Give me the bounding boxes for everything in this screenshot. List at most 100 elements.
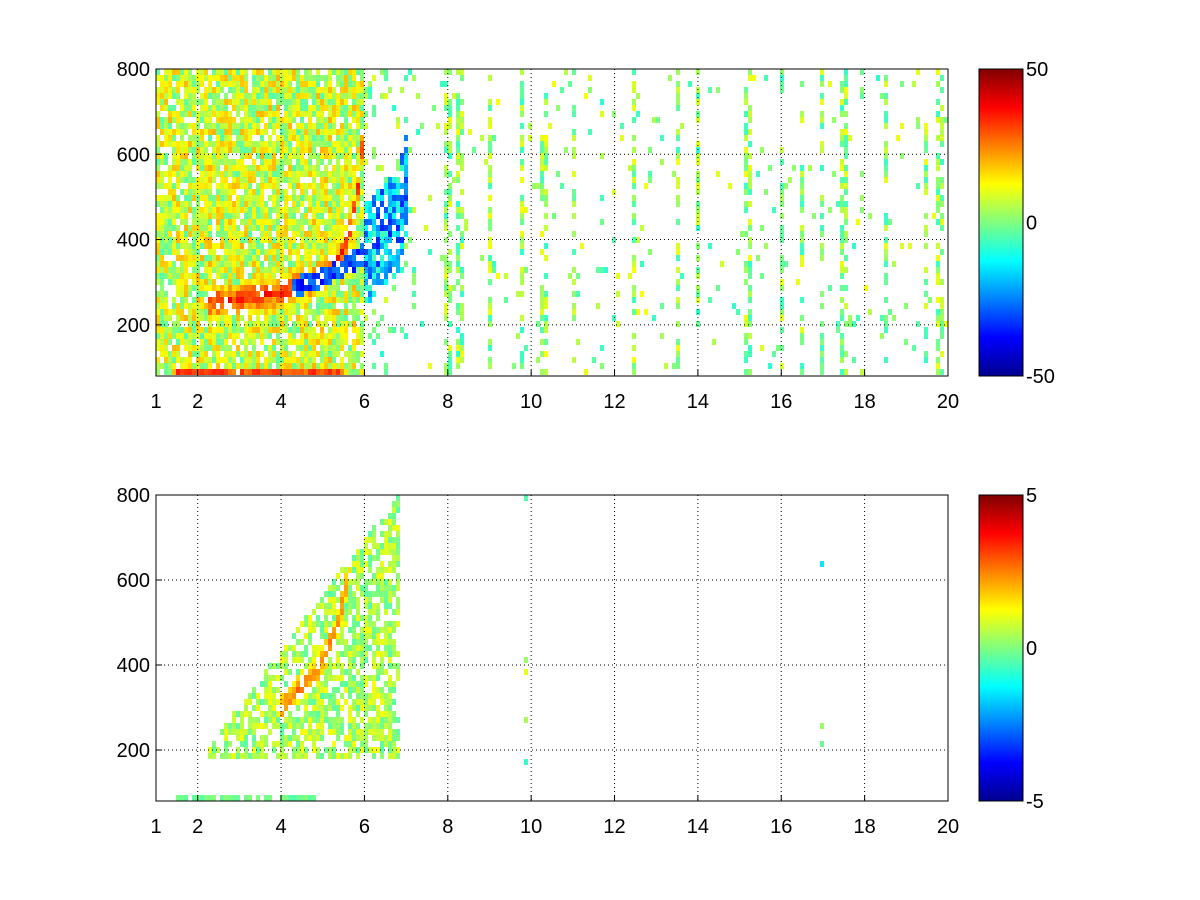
heatmap-cell: [820, 363, 824, 369]
heatmap-cell: [160, 279, 164, 285]
heatmap-cell: [300, 231, 304, 237]
heatmap-cell: [384, 681, 388, 687]
heatmap-cell: [800, 249, 804, 255]
heatmap-cell: [344, 267, 348, 273]
heatmap-cell: [472, 147, 476, 153]
heatmap-cell: [252, 171, 256, 177]
heatmap-cell: [460, 111, 464, 117]
heatmap-cell: [332, 609, 336, 615]
heatmap-cell: [200, 159, 204, 165]
heatmap-cell: [276, 159, 280, 165]
heatmap-cell: [748, 153, 752, 159]
heatmap-cell: [224, 231, 228, 237]
heatmap-cell: [304, 69, 308, 75]
heatmap-cell: [324, 705, 328, 711]
heatmap-cell: [844, 237, 848, 243]
heatmap-cell: [272, 273, 276, 279]
heatmap-cell: [208, 117, 212, 123]
heatmap-cell: [840, 273, 844, 279]
heatmap-cell: [248, 231, 252, 237]
heatmap-cell: [352, 129, 356, 135]
heatmap-cell: [444, 237, 448, 243]
heatmap-cell: [364, 231, 368, 237]
heatmap-cell: [404, 147, 408, 153]
heatmap-cell: [380, 753, 384, 759]
heatmap-cell: [292, 177, 296, 183]
heatmap-cell: [748, 225, 752, 231]
heatmap-cell: [236, 261, 240, 267]
heatmap-cell: [820, 165, 824, 171]
heatmap-cell: [216, 117, 220, 123]
heatmap-cell: [364, 201, 368, 207]
heatmap-cell: [232, 723, 236, 729]
heatmap-cell: [488, 99, 492, 105]
heatmap-cell: [276, 99, 280, 105]
heatmap-cell: [520, 69, 524, 75]
heatmap-cell: [396, 753, 400, 759]
heatmap-cell: [288, 351, 292, 357]
heatmap-cell: [236, 147, 240, 153]
heatmap-cell: [268, 135, 272, 141]
heatmap-cell: [364, 87, 368, 93]
heatmap-cell: [356, 621, 360, 627]
heatmap-cell: [272, 711, 276, 717]
heatmap-cell: [388, 213, 392, 219]
x-tick-label: 12: [603, 816, 625, 838]
heatmap-cell: [312, 693, 316, 699]
heatmap-cell: [388, 261, 392, 267]
heatmap-cell: [252, 357, 256, 363]
heatmap-cell: [820, 321, 824, 327]
heatmap-cell: [196, 357, 200, 363]
heatmap-cell: [392, 699, 396, 705]
heatmap-cell: [340, 627, 344, 633]
heatmap-cell: [328, 135, 332, 141]
heatmap-cell: [288, 81, 292, 87]
heatmap-cell: [252, 747, 256, 753]
heatmap-cell: [396, 543, 400, 549]
heatmap-cell: [296, 705, 300, 711]
heatmap-cell: [288, 207, 292, 213]
heatmap-cell: [320, 693, 324, 699]
heatmap-cell: [340, 603, 344, 609]
heatmap-cell: [364, 693, 368, 699]
heatmap-cell: [372, 663, 376, 669]
heatmap-cell: [392, 729, 396, 735]
heatmap-cell: [356, 279, 360, 285]
heatmap-cell: [280, 321, 284, 327]
heatmap-cell: [352, 267, 356, 273]
heatmap-cell: [524, 759, 528, 765]
heatmap-cell: [288, 213, 292, 219]
heatmap-cell: [320, 237, 324, 243]
heatmap-cell: [260, 303, 264, 309]
heatmap-cell: [316, 201, 320, 207]
heatmap-cell: [284, 135, 288, 141]
heatmap-cell: [936, 219, 940, 225]
heatmap-cell: [268, 69, 272, 75]
heatmap-cell: [180, 159, 184, 165]
heatmap-cell: [276, 255, 280, 261]
heatmap-cell: [192, 135, 196, 141]
heatmap-cell: [636, 111, 640, 117]
heatmap-cell: [360, 207, 364, 213]
heatmap-cell: [456, 339, 460, 345]
heatmap-cell: [196, 273, 200, 279]
heatmap-cell: [300, 753, 304, 759]
heatmap-cell: [228, 111, 232, 117]
heatmap-cell: [360, 717, 364, 723]
heatmap-cell: [208, 369, 212, 375]
heatmap-cell: [164, 315, 168, 321]
heatmap-cell: [356, 309, 360, 315]
heatmap-cell: [300, 357, 304, 363]
heatmap-cell: [384, 699, 388, 705]
heatmap-cell: [352, 285, 356, 291]
heatmap-cell: [840, 105, 844, 111]
heatmap-cell: [156, 339, 160, 345]
heatmap-cell: [316, 291, 320, 297]
heatmap-cell: [460, 285, 464, 291]
heatmap-cell: [396, 261, 400, 267]
heatmap-cell: [360, 231, 364, 237]
heatmap-cell: [412, 207, 416, 213]
heatmap-cell: [300, 129, 304, 135]
heatmap-cell: [520, 111, 524, 117]
heatmap-cell: [256, 279, 260, 285]
